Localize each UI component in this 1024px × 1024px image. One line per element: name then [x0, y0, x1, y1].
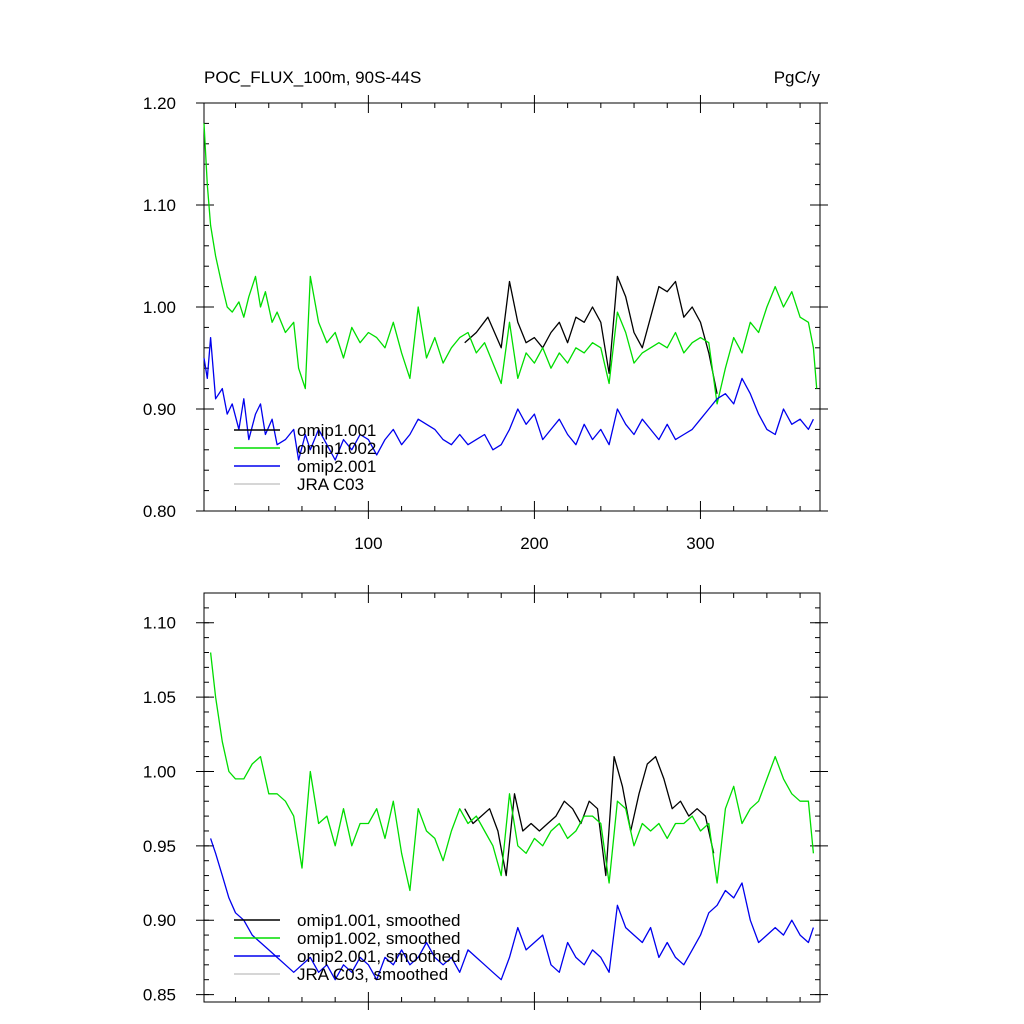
- x-tick-label: 200: [520, 534, 548, 553]
- legend-label: omip1.002, smoothed: [297, 929, 461, 948]
- legend-label: JRA C03: [297, 475, 364, 494]
- series-line-omip2-001-smoothed: [209, 838, 815, 981]
- series-line-omip1-002: [203, 123, 818, 405]
- legend-label: JRA C03, smoothed: [297, 965, 448, 984]
- chart-title: POC_FLUX_100m, 90S-44S: [204, 68, 421, 87]
- y-tick-label: 1.10: [143, 614, 176, 633]
- series-line-omip1-001-smoothed: [464, 755, 715, 877]
- y-tick-label: 0.80: [143, 502, 176, 521]
- y-tick-label: 1.20: [143, 94, 176, 113]
- y-tick-label: 1.00: [143, 762, 176, 781]
- legend-label: omip2.001, smoothed: [297, 947, 461, 966]
- bottom-panel: 0.85 0.90 0.95 1.00 1.05 1.10 omip1.001, smoot…: [143, 585, 828, 1010]
- y-tick-label: 0.90: [143, 911, 176, 930]
- plot-frame: [203, 592, 821, 1003]
- y-tick-label: 0.95: [143, 837, 176, 856]
- legend-label: omip1.002: [297, 439, 376, 458]
- x-tick-label: 100: [354, 534, 382, 553]
- x-tick-label: 300: [686, 534, 714, 553]
- series-line-omip2-001: [203, 336, 814, 461]
- y-tick-label: 1.05: [143, 688, 176, 707]
- series-line-omip1-002-smoothed: [209, 652, 815, 892]
- y-tick-label: 0.85: [143, 986, 176, 1005]
- series-line-omip1-001: [464, 275, 718, 394]
- y-tick-label: 1.10: [143, 196, 176, 215]
- y-tick-label: 0.90: [143, 400, 176, 419]
- top-panel: POC_FLUX_100m, 90S-44S PgC/y 0.80 0.90 1.00 1…: [143, 68, 828, 553]
- units-label: PgC/y: [774, 68, 821, 87]
- legend-label: omip2.001: [297, 457, 376, 476]
- y-tick-label: 1.00: [143, 298, 176, 317]
- legend-label: omip1.001, smoothed: [297, 911, 461, 930]
- legend-label: omip1.001: [297, 421, 376, 440]
